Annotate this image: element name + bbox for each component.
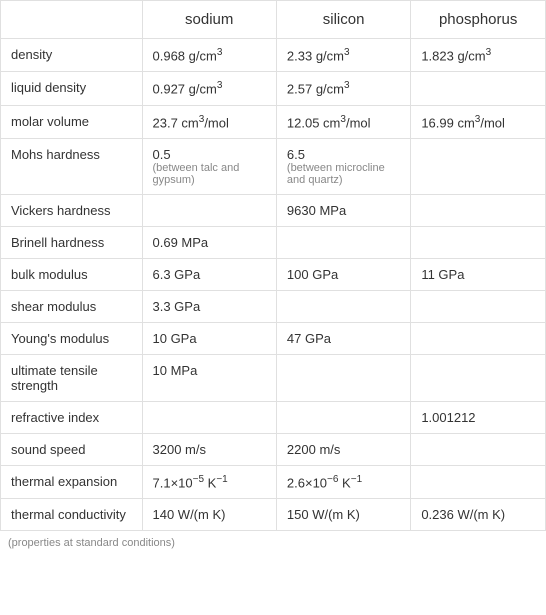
table-row: molar volume23.7 cm3/mol12.05 cm3/mol16.… xyxy=(1,105,546,138)
property-cell: thermal expansion xyxy=(1,465,143,498)
table-row: Mohs hardness0.5(between talc and gypsum… xyxy=(1,138,546,194)
value-cell xyxy=(276,354,410,401)
value-cell: 0.69 MPa xyxy=(142,226,276,258)
value-cell xyxy=(411,290,546,322)
value-cell: 7.1×10−5 K−1 xyxy=(142,465,276,498)
value-cell: 10 GPa xyxy=(142,322,276,354)
property-cell: Mohs hardness xyxy=(1,138,143,194)
value-cell: 12.05 cm3/mol xyxy=(276,105,410,138)
property-cell: density xyxy=(1,39,143,72)
value-cell: 1.001212 xyxy=(411,401,546,433)
table-row: shear modulus3.3 GPa xyxy=(1,290,546,322)
value-cell: 150 W/(m K) xyxy=(276,499,410,531)
table-row: Brinell hardness0.69 MPa xyxy=(1,226,546,258)
table-row: liquid density0.927 g/cm32.57 g/cm3 xyxy=(1,72,546,105)
value-cell: 6.3 GPa xyxy=(142,258,276,290)
value-cell: 3200 m/s xyxy=(142,433,276,465)
value-cell: 140 W/(m K) xyxy=(142,499,276,531)
property-cell: liquid density xyxy=(1,72,143,105)
property-cell: shear modulus xyxy=(1,290,143,322)
property-cell: refractive index xyxy=(1,401,143,433)
value-cell: 2.57 g/cm3 xyxy=(276,72,410,105)
table-row: ultimate tensile strength10 MPa xyxy=(1,354,546,401)
table-row: thermal conductivity140 W/(m K)150 W/(m … xyxy=(1,499,546,531)
header-phosphorus: phosphorus xyxy=(411,1,546,39)
value-cell: 6.5(between microcline and quartz) xyxy=(276,138,410,194)
table-row: density0.968 g/cm32.33 g/cm31.823 g/cm3 xyxy=(1,39,546,72)
table-body: density0.968 g/cm32.33 g/cm31.823 g/cm3l… xyxy=(1,39,546,531)
property-cell: Young's modulus xyxy=(1,322,143,354)
value-cell: 1.823 g/cm3 xyxy=(411,39,546,72)
value-cell xyxy=(411,226,546,258)
value-cell xyxy=(142,401,276,433)
header-row: sodium silicon phosphorus xyxy=(1,1,546,39)
value-cell: 9630 MPa xyxy=(276,194,410,226)
table-row: Vickers hardness 9630 MPa xyxy=(1,194,546,226)
value-cell xyxy=(411,433,546,465)
value-cell: 47 GPa xyxy=(276,322,410,354)
table-row: refractive index 1.001212 xyxy=(1,401,546,433)
value-cell xyxy=(142,194,276,226)
header-empty xyxy=(1,1,143,39)
footnote: (properties at standard conditions) xyxy=(0,531,546,555)
property-cell: ultimate tensile strength xyxy=(1,354,143,401)
table-row: bulk modulus6.3 GPa100 GPa11 GPa xyxy=(1,258,546,290)
value-cell xyxy=(411,72,546,105)
value-cell xyxy=(411,354,546,401)
value-cell: 23.7 cm3/mol xyxy=(142,105,276,138)
value-cell xyxy=(276,226,410,258)
value-cell xyxy=(276,401,410,433)
property-cell: bulk modulus xyxy=(1,258,143,290)
value-cell: 16.99 cm3/mol xyxy=(411,105,546,138)
value-cell: 2.6×10−6 K−1 xyxy=(276,465,410,498)
value-cell: 2.33 g/cm3 xyxy=(276,39,410,72)
value-cell xyxy=(411,465,546,498)
value-cell: 10 MPa xyxy=(142,354,276,401)
table-row: sound speed3200 m/s2200 m/s xyxy=(1,433,546,465)
value-cell: 2200 m/s xyxy=(276,433,410,465)
value-cell xyxy=(411,322,546,354)
property-cell: thermal conductivity xyxy=(1,499,143,531)
header-silicon: silicon xyxy=(276,1,410,39)
value-cell: 0.5(between talc and gypsum) xyxy=(142,138,276,194)
value-cell: 100 GPa xyxy=(276,258,410,290)
property-cell: Vickers hardness xyxy=(1,194,143,226)
property-cell: Brinell hardness xyxy=(1,226,143,258)
value-cell: 0.968 g/cm3 xyxy=(142,39,276,72)
value-cell xyxy=(411,194,546,226)
value-cell: 0.236 W/(m K) xyxy=(411,499,546,531)
value-cell: 11 GPa xyxy=(411,258,546,290)
value-cell xyxy=(276,290,410,322)
property-cell: molar volume xyxy=(1,105,143,138)
value-cell: 3.3 GPa xyxy=(142,290,276,322)
table-row: Young's modulus10 GPa47 GPa xyxy=(1,322,546,354)
header-sodium: sodium xyxy=(142,1,276,39)
property-cell: sound speed xyxy=(1,433,143,465)
properties-table: sodium silicon phosphorus density0.968 g… xyxy=(0,0,546,531)
table-row: thermal expansion7.1×10−5 K−12.6×10−6 K−… xyxy=(1,465,546,498)
value-cell xyxy=(411,138,546,194)
value-cell: 0.927 g/cm3 xyxy=(142,72,276,105)
